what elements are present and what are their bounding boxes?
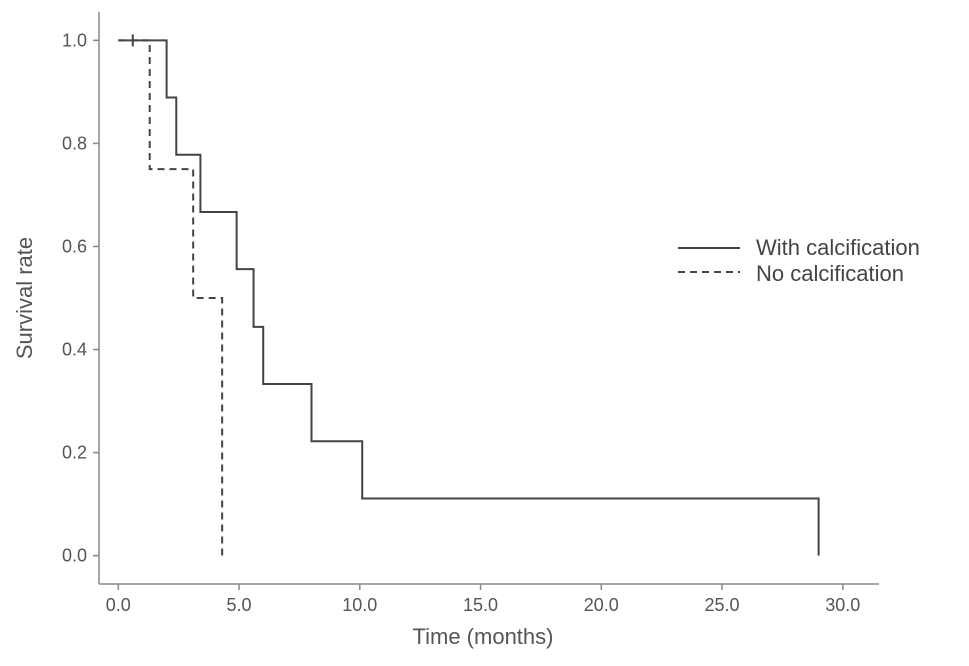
- axes: [98, 12, 879, 585]
- series-line-no-calcification: [118, 39, 224, 556]
- x-axis-title: Time (months): [413, 624, 554, 649]
- axis-titles: Time (months) Survival rate: [12, 237, 553, 649]
- y-tick-label: 0.0: [62, 546, 87, 566]
- x-tick-label: 5.0: [227, 595, 252, 615]
- x-tick-label: 0.0: [106, 595, 131, 615]
- y-tick-label: 0.4: [62, 340, 87, 360]
- ticks: 0.0 5.0 10.0 15.0 20.0 25.0 30.0 0.0 0.2 0.4 0.6 0.…: [62, 30, 860, 615]
- x-tick-label: 15.0: [463, 595, 498, 615]
- y-tick-label: 0.6: [62, 236, 87, 256]
- series-line-with-calcification: [118, 39, 820, 556]
- legend-label-with-calcification: With calcification: [756, 235, 920, 260]
- series: [118, 34, 820, 556]
- x-tick-label: 10.0: [342, 595, 377, 615]
- y-tick-label: 0.2: [62, 443, 87, 463]
- legend-label-no-calcification: No calcification: [756, 261, 904, 286]
- x-tick-label: 25.0: [705, 595, 740, 615]
- y-tick-label: 1.0: [62, 30, 87, 50]
- x-tick-label: 30.0: [825, 595, 860, 615]
- y-axis-title: Survival rate: [12, 237, 37, 359]
- y-tick-label: 0.8: [62, 133, 87, 153]
- x-tick-label: 20.0: [584, 595, 619, 615]
- legend: With calcification No calcification: [678, 235, 920, 286]
